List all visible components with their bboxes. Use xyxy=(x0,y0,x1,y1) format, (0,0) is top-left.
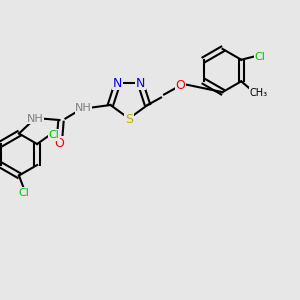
Text: O: O xyxy=(55,136,64,150)
Text: N: N xyxy=(136,77,145,90)
Text: O: O xyxy=(176,79,185,92)
Text: NH: NH xyxy=(75,103,92,113)
Text: Cl: Cl xyxy=(254,52,265,62)
Text: N: N xyxy=(113,77,122,90)
Text: S: S xyxy=(125,112,133,126)
Text: NH: NH xyxy=(27,113,44,124)
Text: Cl: Cl xyxy=(18,188,29,198)
Text: CH₃: CH₃ xyxy=(250,88,268,98)
Text: Cl: Cl xyxy=(48,130,59,140)
